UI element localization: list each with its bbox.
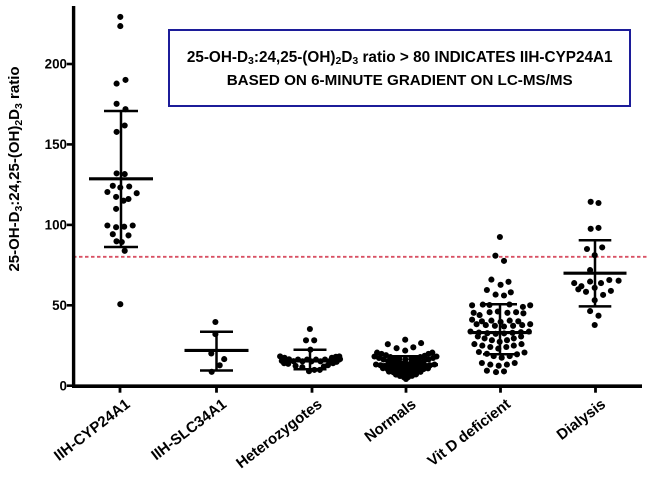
svg-text:150: 150 [45,137,67,152]
svg-text:200: 200 [45,57,67,72]
svg-text:100: 100 [45,218,67,233]
svg-text:50: 50 [52,298,67,313]
svg-text:0: 0 [60,378,67,393]
svg-text:25-OH-D3​:24,25-(OH)2​D3​ rati: 25-OH-D3​:24,25-(OH)2​D3​ ratio [6,66,25,271]
